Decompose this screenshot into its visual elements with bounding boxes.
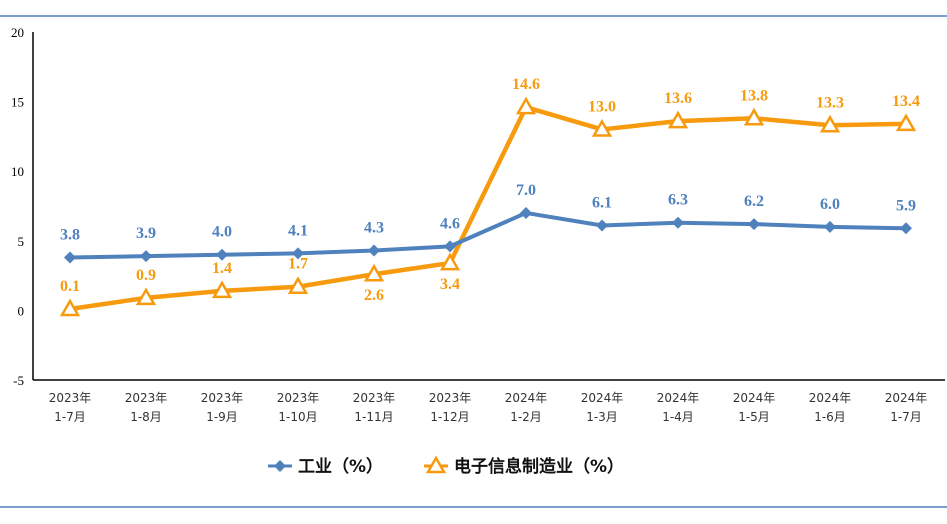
industry-point xyxy=(140,250,152,263)
electronics-point xyxy=(287,276,309,294)
legend-label: 电子信息制造业（%） xyxy=(454,456,624,477)
data-label: 6.1 xyxy=(592,194,612,211)
x-tick-label: 2023年 xyxy=(125,391,168,405)
x-tick-label: 1-10月 xyxy=(278,410,317,424)
x-tick-label: 2023年 xyxy=(429,391,472,405)
data-label: 1.4 xyxy=(212,260,232,277)
x-tick-label: 1-9月 xyxy=(206,410,238,424)
electronics-point xyxy=(667,110,689,129)
industry-series-line xyxy=(69,210,907,260)
x-tick-label: 1-8月 xyxy=(130,410,162,424)
industry-point xyxy=(824,220,836,233)
data-label: 3.9 xyxy=(136,225,156,242)
industry-point xyxy=(748,218,760,231)
electronics-series-line xyxy=(69,104,907,312)
electronics-point xyxy=(515,96,537,115)
data-label: 3.8 xyxy=(60,227,80,244)
electronics-point xyxy=(743,107,765,126)
data-label: 1.7 xyxy=(288,256,308,273)
y-tick-label: 10 xyxy=(11,164,24,179)
x-tick-label: 2023年 xyxy=(49,391,92,405)
legend-triangle-icon xyxy=(425,455,447,474)
industry-point xyxy=(444,240,456,253)
data-label: 13.4 xyxy=(892,93,920,110)
industry-point xyxy=(216,248,228,261)
data-label: 7.0 xyxy=(516,182,536,199)
y-tick-label: -5 xyxy=(13,373,24,388)
x-tick-label: 2023年 xyxy=(201,391,244,405)
x-tick-label: 1-7月 xyxy=(890,410,922,424)
x-tick-label: 1-5月 xyxy=(738,410,770,424)
data-label: 0.9 xyxy=(136,267,156,284)
x-tick-label: 1-2月 xyxy=(510,410,542,424)
electronics-point xyxy=(363,263,385,282)
industry-point xyxy=(292,247,304,260)
industry-point xyxy=(64,251,76,264)
legend-diamond-icon xyxy=(274,460,286,472)
electronics-point xyxy=(135,287,157,306)
x-tick-label: 2023年 xyxy=(277,391,320,405)
industry-point xyxy=(368,244,380,257)
x-tick-label: 1-6月 xyxy=(814,410,846,424)
x-tick-label: 1-11月 xyxy=(354,410,393,424)
electronics-point xyxy=(59,298,81,317)
data-label: 6.2 xyxy=(744,193,764,210)
data-label: 13.8 xyxy=(740,87,768,104)
industry-point xyxy=(672,216,684,229)
data-label: 6.3 xyxy=(668,192,688,209)
y-tick-label: 20 xyxy=(11,25,24,40)
data-label: 5.9 xyxy=(896,197,916,214)
data-label: 4.0 xyxy=(212,224,232,241)
electronics-point xyxy=(591,118,613,137)
data-label: 3.4 xyxy=(440,276,460,293)
data-label: 4.6 xyxy=(440,215,460,232)
electronics-point xyxy=(895,113,917,132)
data-label: 6.0 xyxy=(820,196,840,213)
data-label: 14.6 xyxy=(512,76,540,93)
legend-label: 工业（%） xyxy=(298,456,383,477)
data-label: 13.6 xyxy=(664,90,692,107)
electronics-point xyxy=(439,252,461,271)
x-tick-label: 1-12月 xyxy=(430,410,469,424)
data-label: 13.3 xyxy=(816,94,844,111)
x-tick-label: 2024年 xyxy=(657,391,700,405)
x-tick-label: 2024年 xyxy=(885,391,928,405)
electronics-point xyxy=(211,280,233,299)
x-tick-label: 2024年 xyxy=(733,391,776,405)
data-label: 4.1 xyxy=(288,222,308,239)
x-tick-label: 1-3月 xyxy=(586,410,618,424)
data-label: 2.6 xyxy=(364,287,384,304)
x-tick-label: 2023年 xyxy=(353,391,396,405)
x-tick-label: 1-4月 xyxy=(662,410,694,424)
y-tick-label: 5 xyxy=(18,234,25,249)
y-tick-label: 0 xyxy=(18,303,25,318)
x-tick-label: 2024年 xyxy=(581,391,624,405)
y-tick-label: 15 xyxy=(11,95,24,110)
industry-point xyxy=(596,219,608,232)
electronics-point xyxy=(819,114,841,133)
x-tick-label: 1-7月 xyxy=(54,410,86,424)
data-label: 13.0 xyxy=(588,98,616,115)
x-tick-label: 2024年 xyxy=(809,391,852,405)
industry-point xyxy=(900,222,912,235)
x-tick-label: 2024年 xyxy=(505,391,548,405)
data-label: 0.1 xyxy=(60,278,80,295)
industry-point xyxy=(520,206,532,219)
data-label: 4.3 xyxy=(364,220,384,237)
